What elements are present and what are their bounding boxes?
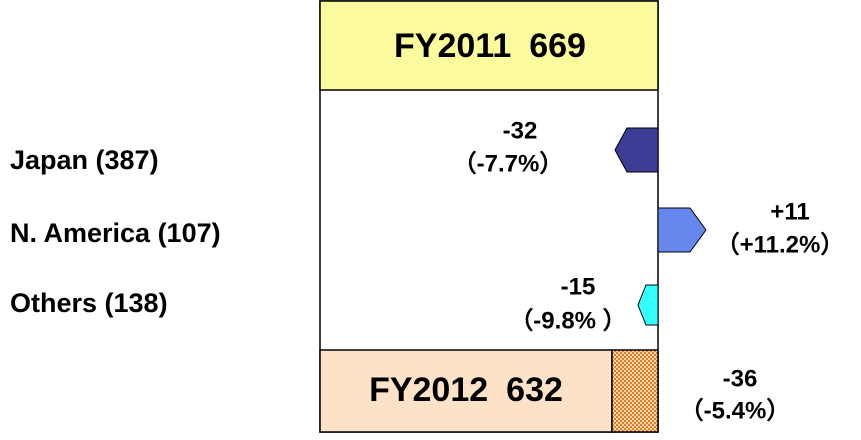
end-label: FY2012 632 [369,371,563,409]
change-label: -32 [503,117,538,144]
change-label: -36 [723,365,758,392]
change-label: -15 [561,273,596,300]
end-value: 632 [506,371,563,409]
percent-label: （-5.4%） [680,397,791,424]
percent-label: （-9.8% ） [509,307,626,334]
start-box [319,0,659,91]
region-label: Others (138) [10,288,168,318]
region-label: N. America (107) [10,218,221,248]
others-arrow [637,284,659,326]
start-value: 669 [529,27,586,65]
change-label: +11 [770,198,809,225]
japan-arrow [614,127,659,173]
percent-label: （+11.2%） [716,231,845,258]
end-year: FY2012 [369,371,488,409]
decrease-area [611,349,659,433]
start-label: FY2011 669 [394,27,586,65]
percent-label: （-7.7%） [453,150,564,177]
america-arrow [657,207,707,253]
start-year: FY2011 [394,27,511,65]
end-box [319,349,613,433]
region-label: Japan (387) [10,145,159,175]
